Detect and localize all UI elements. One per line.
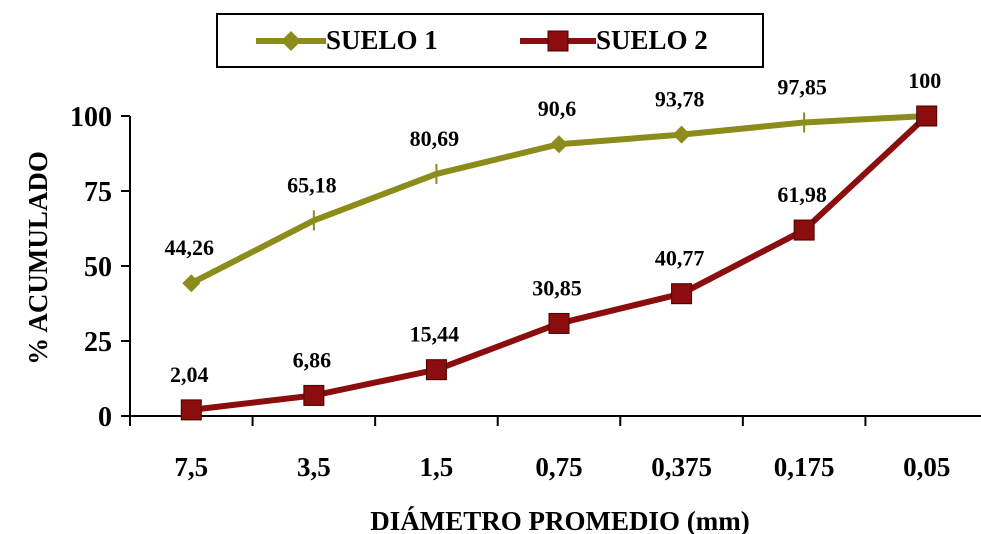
series-2-point <box>793 219 815 241</box>
data-label: 2,04 <box>170 362 209 387</box>
data-label: 61,98 <box>777 182 827 207</box>
y-tick-label: 25 <box>84 327 112 358</box>
data-labels: 44,26 65,18 80,69 90,6 93,78 97,85 100 2,04 6,86… <box>165 68 942 387</box>
legend-marker-square-icon <box>520 30 596 51</box>
series-2-point <box>180 399 202 421</box>
series-layer <box>180 105 938 421</box>
x-tick-label: 1,5 <box>420 452 454 482</box>
x-tick-label: 0,375 <box>651 452 712 482</box>
legend-item-suelo-2: SUELO 2 <box>520 15 708 66</box>
series-2-point <box>425 359 447 381</box>
series-2-point <box>916 105 938 127</box>
series-1-point <box>182 274 201 293</box>
data-label: 100 <box>908 68 941 93</box>
data-label: 44,26 <box>165 235 215 260</box>
data-label: 6,86 <box>293 347 332 372</box>
data-label: 40,77 <box>655 246 705 271</box>
y-tick-label: 75 <box>84 177 112 208</box>
y-tick-label: 100 <box>70 102 112 133</box>
series-1-point <box>550 135 568 154</box>
y-tick-label: 0 <box>98 402 112 433</box>
legend-label-suelo-1: SUELO 1 <box>326 25 438 55</box>
x-tick-label: 7,5 <box>174 452 208 482</box>
x-axis-title: DIÁMETRO PROMEDIO (mm) <box>370 506 749 534</box>
data-label: 90,6 <box>538 96 577 121</box>
x-tick-label: 0,05 <box>903 452 950 482</box>
axes: 0 25 50 75 100 7,5 3,5 1,5 0,75 0,375 0,175 0,05 <box>70 102 981 482</box>
y-tick-label: 50 <box>84 252 112 283</box>
data-label: 15,44 <box>410 322 460 347</box>
legend: SUELO 1 SUELO 2 <box>216 13 764 68</box>
series-1-point <box>672 125 691 144</box>
data-label: 93,78 <box>655 87 705 112</box>
series-2-point <box>548 312 570 334</box>
data-label: 65,18 <box>287 172 337 197</box>
legend-label-suelo-2: SUELO 2 <box>596 25 708 55</box>
legend-item-suelo-1: SUELO 1 <box>256 15 438 66</box>
x-tick-label: 3,5 <box>297 452 331 482</box>
data-label: 30,85 <box>532 275 582 300</box>
x-tick-label: 0,75 <box>535 452 582 482</box>
series-2-point <box>671 283 693 305</box>
x-tick-label: 0,175 <box>774 452 835 482</box>
series-2-point <box>303 384 325 406</box>
y-axis-title: % ACUMULADO <box>23 151 53 365</box>
data-label: 97,85 <box>777 74 827 99</box>
legend-marker-diamond-icon <box>256 30 326 51</box>
data-label: 80,69 <box>410 126 460 151</box>
